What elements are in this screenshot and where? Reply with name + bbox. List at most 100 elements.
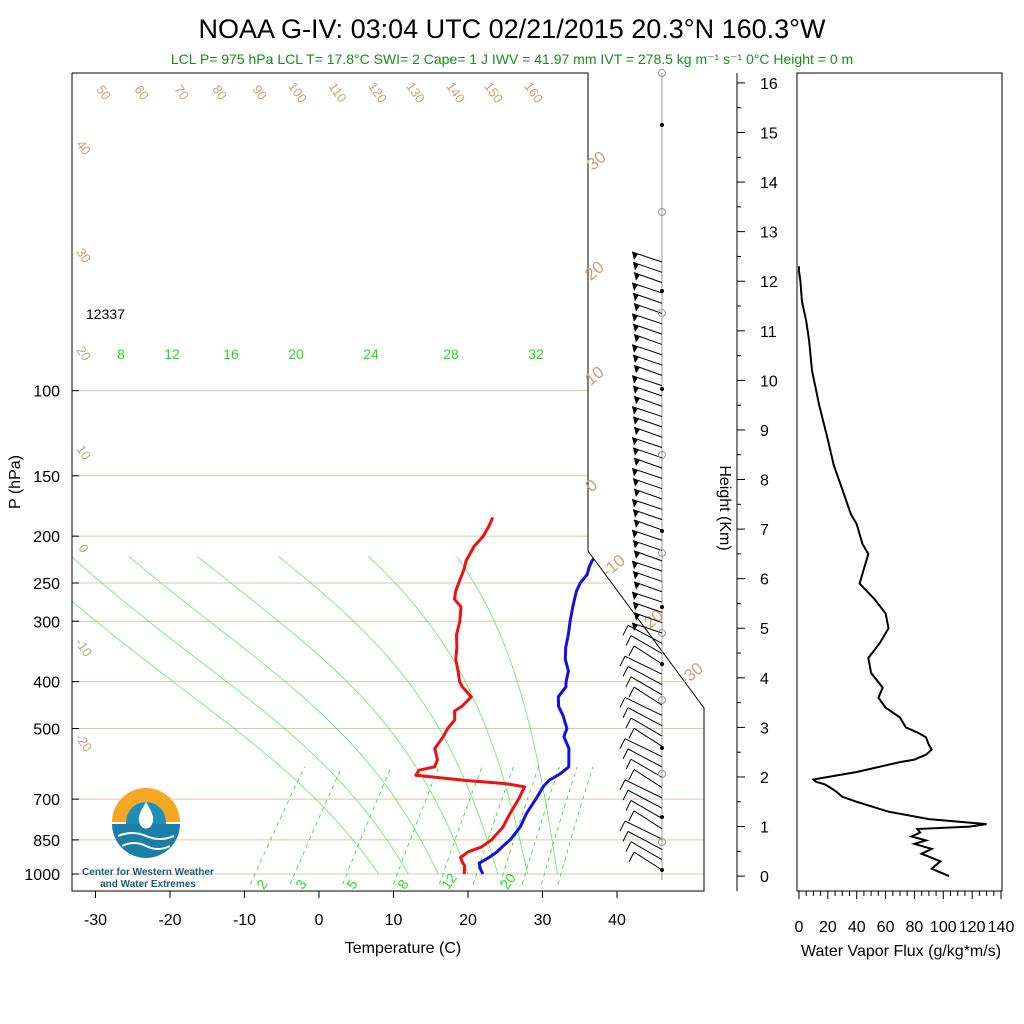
theta-label: 0 <box>582 475 601 496</box>
level-marker-dot <box>660 605 664 609</box>
height-tick-label: 10 <box>760 373 778 390</box>
parcel-path-lower <box>321 355 445 880</box>
pressure-tick-label: 300 <box>33 614 60 631</box>
wind-barb <box>624 820 663 840</box>
wind-barb-flag <box>633 509 639 518</box>
wind-barb-feather <box>622 748 629 760</box>
flux-tick-label: 100 <box>930 919 957 936</box>
logo-text-line2: and Water Extremes <box>100 879 196 890</box>
mixing-ratio-label: 2 <box>253 876 271 892</box>
theta-label: 150 <box>481 79 506 105</box>
dry-adiabat-line <box>623 391 1024 885</box>
temperature-tick-label: -30 <box>84 912 107 929</box>
level-marker-dot <box>660 387 664 391</box>
isotherm-line <box>310 391 757 885</box>
dry-adiabat-line <box>392 391 1024 885</box>
wind-barb-flag <box>634 303 640 312</box>
theta-label: 10 <box>73 442 94 462</box>
flux-tick-label: 20 <box>819 919 837 936</box>
wind-barb-flag <box>632 592 638 601</box>
mixing-ratio-label: 24 <box>363 346 379 362</box>
wind-barb-flag <box>633 355 639 364</box>
wind-barb-flag <box>634 272 640 281</box>
theta-label: 10 <box>581 362 608 389</box>
wind-barb-feather <box>622 707 629 718</box>
wind-barb <box>631 282 663 294</box>
mixing-ratio-label: 16 <box>223 346 239 362</box>
wind-barb <box>631 375 663 387</box>
wind-barb-flag <box>632 468 638 477</box>
mixing-ratio-label: 8 <box>394 876 412 892</box>
wind-barb <box>631 467 663 479</box>
wind-barb-feather <box>628 851 635 863</box>
theta-label: 20 <box>73 343 94 363</box>
wind-barb-flag <box>633 540 639 549</box>
mixing-ratio-label: 32 <box>528 346 544 362</box>
height-tick-label: 14 <box>760 175 778 192</box>
temperature-tick-label: 0 <box>315 912 324 929</box>
wind-barb <box>624 738 663 758</box>
pressure-tick-label: 500 <box>33 722 60 739</box>
level-marker-dot <box>660 662 664 666</box>
height-label-12337: 12337 <box>86 306 125 322</box>
mixing-ratio-line <box>499 766 539 885</box>
theta-label: -20 <box>72 730 95 754</box>
moist-adiabat-line <box>197 555 469 875</box>
wind-barb-flag <box>633 324 639 333</box>
theta-label: -10 <box>598 551 629 581</box>
wind-barb-feather <box>625 717 632 729</box>
isotherm-line <box>161 391 608 885</box>
wind-barb-flag <box>632 252 638 260</box>
wind-barb <box>631 406 663 418</box>
wind-barb-flag <box>634 519 640 528</box>
level-marker-dot <box>660 815 664 819</box>
wind-barb <box>631 437 663 448</box>
wind-barb <box>624 779 663 799</box>
mixing-ratio-line <box>521 766 560 885</box>
height-tick-label: 8 <box>760 473 769 490</box>
height-tick-label: 4 <box>760 671 769 688</box>
mixing-ratio-label: 28 <box>443 346 459 362</box>
level-marker-circle <box>658 629 666 637</box>
pressure-tick-label: 850 <box>33 833 60 850</box>
wind-barb-feather <box>625 635 632 646</box>
mixing-ratio-line <box>289 766 343 885</box>
temperature-axis-label: Temperature (C) <box>345 940 461 957</box>
height-tick-label: 11 <box>760 324 777 341</box>
chart-subtitle: LCL P= 975 hPa LCL T= 17.8°C SWI= 2 Cape… <box>171 51 853 67</box>
moist-adiabat-line <box>367 555 528 875</box>
wind-barb-flag <box>632 561 638 570</box>
moist-adiabat-line <box>456 555 558 875</box>
theta-label: 50 <box>93 82 114 102</box>
dry-adiabat-line <box>0 391 716 885</box>
theta-label: 80 <box>209 82 230 102</box>
mixing-ratio-label: 12 <box>438 870 460 892</box>
flux-tick-label: 120 <box>959 919 986 936</box>
wind-barb <box>631 344 663 356</box>
mixing-ratio-line <box>472 766 514 885</box>
theta-label: -10 <box>72 635 95 659</box>
wind-barb-flag <box>632 499 638 508</box>
pressure-tick-label: 250 <box>33 576 60 593</box>
wind-barb-flag <box>633 478 639 487</box>
wind-barb-feather <box>619 738 626 749</box>
level-marker-dot <box>660 123 664 127</box>
wind-barb-flag <box>634 612 640 621</box>
wind-barb <box>624 655 663 675</box>
moist-adiabat-line <box>128 555 439 875</box>
wind-barb-flag <box>632 406 638 415</box>
flux-tick-label: 60 <box>877 919 895 936</box>
wind-barb-flag <box>633 416 639 425</box>
wind-barb <box>633 851 663 871</box>
theta-label: 30 <box>583 147 610 174</box>
dry-adiabat-line <box>546 391 1024 885</box>
level-marker-dot <box>660 529 664 533</box>
wind-barb-flag <box>633 262 639 271</box>
pressure-tick-label: 200 <box>33 529 60 546</box>
wind-barb-flag <box>634 334 640 343</box>
wind-barb-flag <box>633 571 639 580</box>
isotherm-line <box>235 391 682 885</box>
isotherm-line <box>608 391 1024 885</box>
wind-barb-feather <box>628 769 635 780</box>
